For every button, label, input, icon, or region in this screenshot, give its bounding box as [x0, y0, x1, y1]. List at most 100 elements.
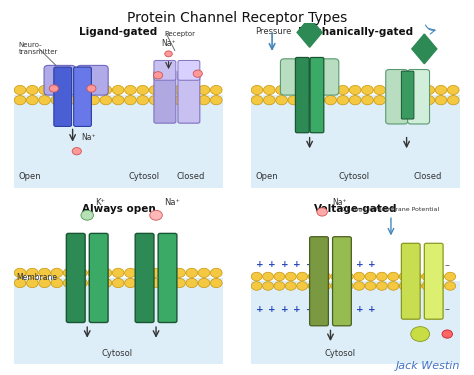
- Circle shape: [75, 86, 87, 94]
- Text: Protein Channel Receptor Types: Protein Channel Receptor Types: [127, 11, 347, 25]
- Circle shape: [285, 282, 296, 290]
- Circle shape: [251, 96, 263, 105]
- Circle shape: [198, 86, 210, 94]
- Circle shape: [331, 272, 342, 281]
- Circle shape: [342, 272, 353, 281]
- Circle shape: [337, 96, 349, 105]
- Text: Always open: Always open: [82, 204, 155, 214]
- Circle shape: [14, 278, 26, 288]
- Circle shape: [325, 96, 337, 105]
- Circle shape: [276, 96, 287, 105]
- Circle shape: [288, 86, 300, 94]
- Circle shape: [198, 96, 210, 105]
- Circle shape: [173, 268, 185, 278]
- Circle shape: [447, 96, 459, 105]
- Text: Pressure: Pressure: [255, 27, 292, 36]
- Circle shape: [276, 86, 287, 94]
- Text: Closed: Closed: [414, 172, 442, 181]
- Circle shape: [342, 282, 353, 290]
- Circle shape: [100, 278, 112, 288]
- FancyBboxPatch shape: [295, 57, 309, 133]
- Text: +: +: [306, 260, 313, 269]
- Circle shape: [100, 268, 112, 278]
- Circle shape: [433, 282, 444, 290]
- Circle shape: [410, 272, 421, 281]
- Text: Closed: Closed: [177, 172, 205, 181]
- Text: Membrane: Membrane: [16, 273, 57, 282]
- Circle shape: [186, 278, 198, 288]
- Bar: [14, 278, 223, 364]
- FancyBboxPatch shape: [54, 67, 72, 126]
- Circle shape: [27, 86, 38, 94]
- Text: –: –: [445, 260, 450, 270]
- Circle shape: [388, 272, 399, 281]
- Circle shape: [112, 96, 124, 105]
- Text: Jack Westin: Jack Westin: [395, 361, 460, 371]
- FancyBboxPatch shape: [178, 60, 200, 80]
- Text: Mechanically-gated: Mechanically-gated: [298, 27, 413, 38]
- Circle shape: [137, 268, 148, 278]
- Circle shape: [210, 268, 222, 278]
- FancyBboxPatch shape: [310, 59, 339, 95]
- Circle shape: [173, 278, 185, 288]
- FancyBboxPatch shape: [178, 70, 200, 123]
- Circle shape: [63, 268, 75, 278]
- Circle shape: [365, 282, 376, 290]
- Text: +: +: [281, 305, 288, 314]
- Text: –: –: [445, 304, 450, 314]
- Circle shape: [125, 86, 136, 94]
- Circle shape: [88, 96, 100, 105]
- FancyBboxPatch shape: [333, 237, 351, 326]
- Text: +: +: [256, 260, 264, 269]
- Circle shape: [81, 210, 93, 220]
- Circle shape: [125, 278, 136, 288]
- Circle shape: [112, 268, 124, 278]
- Circle shape: [263, 272, 273, 281]
- Circle shape: [447, 86, 459, 94]
- Text: Na⁺: Na⁺: [161, 39, 176, 48]
- Circle shape: [186, 86, 198, 94]
- Circle shape: [435, 86, 447, 94]
- FancyBboxPatch shape: [408, 69, 429, 124]
- Circle shape: [433, 272, 444, 281]
- Circle shape: [88, 268, 100, 278]
- FancyBboxPatch shape: [281, 59, 310, 95]
- Text: +: +: [368, 305, 376, 314]
- Circle shape: [288, 96, 300, 105]
- Circle shape: [161, 86, 173, 94]
- Polygon shape: [412, 34, 437, 64]
- FancyBboxPatch shape: [44, 65, 75, 95]
- FancyBboxPatch shape: [154, 70, 176, 123]
- Text: –: –: [416, 260, 420, 270]
- Text: Na⁺: Na⁺: [333, 198, 347, 207]
- Text: Ligand-gated: Ligand-gated: [79, 27, 158, 38]
- Circle shape: [297, 272, 308, 281]
- Circle shape: [193, 70, 202, 77]
- Text: –: –: [401, 304, 406, 314]
- Text: +: +: [356, 260, 364, 269]
- Circle shape: [39, 86, 50, 94]
- Circle shape: [362, 96, 373, 105]
- Circle shape: [319, 282, 330, 290]
- Circle shape: [410, 86, 422, 94]
- Circle shape: [308, 272, 319, 281]
- Circle shape: [125, 96, 136, 105]
- Text: +: +: [356, 305, 364, 314]
- Circle shape: [39, 278, 50, 288]
- Circle shape: [317, 208, 328, 216]
- Circle shape: [210, 96, 222, 105]
- Circle shape: [137, 86, 148, 94]
- Circle shape: [354, 282, 365, 290]
- Text: Voltage-gated: Voltage-gated: [314, 204, 397, 214]
- Circle shape: [423, 86, 435, 94]
- Circle shape: [423, 96, 435, 105]
- Circle shape: [386, 86, 398, 94]
- Circle shape: [300, 86, 312, 94]
- Circle shape: [374, 96, 385, 105]
- Circle shape: [154, 72, 163, 79]
- FancyBboxPatch shape: [77, 65, 108, 95]
- Circle shape: [210, 278, 222, 288]
- Circle shape: [365, 272, 376, 281]
- Circle shape: [137, 278, 148, 288]
- Circle shape: [75, 278, 87, 288]
